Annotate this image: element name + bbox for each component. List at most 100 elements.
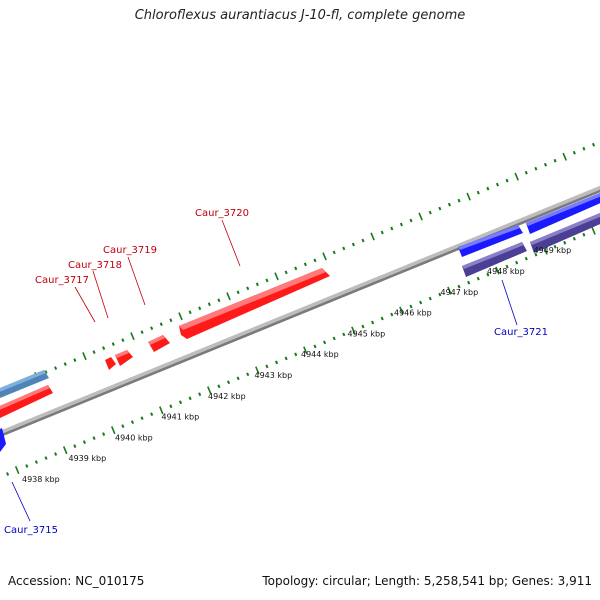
tick-mark: [111, 342, 115, 347]
tick-mark: [553, 158, 557, 163]
tick-mark: [303, 346, 308, 355]
gene-steelblue-left[interactable]: [0, 370, 49, 398]
gene-red-left[interactable]: [0, 385, 53, 418]
tick-mark: [82, 352, 87, 361]
tick-mark: [515, 260, 519, 265]
kbp-label: 4945 kbp: [348, 329, 386, 338]
tick-mark: [486, 186, 490, 191]
tick-mark: [217, 298, 221, 303]
tick-mark: [217, 384, 221, 389]
gene-caur-3715[interactable]: [0, 428, 6, 452]
gene-caur-3719[interactable]: [148, 335, 170, 352]
tick-mark: [591, 142, 596, 147]
tick-mark: [246, 286, 250, 291]
tick-mark: [110, 426, 116, 435]
tick-mark: [543, 162, 548, 167]
tick-mark: [178, 400, 183, 405]
tick-mark: [534, 252, 538, 257]
tick-mark: [159, 322, 163, 327]
tick-mark: [486, 272, 490, 277]
tick-mark: [495, 182, 500, 187]
label-leader-lines: [11, 219, 518, 522]
tick-mark: [169, 404, 173, 409]
tick-mark: [150, 326, 154, 331]
tick-mark: [466, 192, 471, 201]
kbp-label: 4942 kbp: [208, 392, 246, 401]
tick-mark: [553, 244, 557, 249]
kbp-label: 4948 kbp: [487, 267, 525, 276]
gene-caur-3718[interactable]: [115, 350, 133, 366]
tick-mark: [130, 332, 135, 341]
tick-mark: [332, 336, 336, 341]
tick-mark: [524, 256, 528, 261]
tick-mark: [351, 242, 355, 247]
tick-mark: [169, 318, 173, 323]
kbp-label: 4949 kbp: [534, 246, 572, 255]
tick-mark: [390, 226, 394, 231]
tick-mark: [92, 436, 96, 440]
tick-mark: [198, 306, 202, 311]
gene-caur-3717[interactable]: [105, 357, 116, 370]
tick-mark: [380, 230, 384, 235]
tick-mark: [34, 460, 38, 464]
tick-mark: [361, 238, 365, 243]
tick-mark: [226, 380, 231, 385]
tick-mark: [121, 424, 125, 429]
tick-mark: [514, 172, 519, 181]
tick-mark: [476, 276, 480, 281]
tick-mark: [25, 464, 29, 468]
tick-mark: [207, 386, 212, 395]
tick-mark: [524, 170, 528, 175]
tick-mark: [178, 312, 183, 321]
tick-mark: [438, 292, 442, 297]
tick-mark: [54, 366, 58, 370]
tick-mark: [92, 350, 96, 354]
tick-mark: [332, 250, 336, 255]
gene-label-caur-3721: Caur_3721: [494, 327, 548, 338]
kbp-label: 4940 kbp: [115, 433, 153, 442]
tick-mark: [447, 286, 452, 295]
tick-mark: [255, 282, 259, 287]
tick-mark: [447, 202, 451, 207]
tick-mark: [150, 412, 154, 417]
tick-mark: [130, 420, 135, 425]
tick-mark: [409, 218, 413, 223]
gene-label-caur-3715: Caur_3715: [4, 525, 58, 536]
gene-label-caur-3720: Caur_3720: [195, 208, 249, 219]
gene-label-caur-3719: Caur_3719: [103, 245, 157, 256]
tick-mark: [274, 272, 279, 281]
tick-mark: [140, 416, 144, 421]
tick-mark: [380, 316, 384, 321]
gene-caur-3721[interactable]: [462, 242, 527, 277]
kbp-labels: 4938 kbp 4939 kbp 4940 kbp 4941 kbp 4942 kbp…: [22, 246, 571, 484]
tick-mark: [342, 246, 346, 251]
kbp-label: 4944 kbp: [301, 350, 339, 359]
tick-mark: [44, 456, 48, 460]
tick-mark: [438, 206, 442, 211]
lower-tick-track: [6, 226, 596, 476]
tick-mark: [159, 406, 164, 415]
tick-mark: [323, 340, 327, 345]
tick-mark: [265, 278, 269, 283]
tick-mark: [399, 222, 403, 227]
tick-mark: [409, 304, 413, 309]
gene-blue-right-1[interactable]: [458, 225, 523, 257]
kbp-label: 4941 kbp: [162, 413, 200, 422]
accession-label: Accession: NC_010175: [8, 574, 145, 588]
gene-blue-right-2[interactable]: [526, 193, 600, 234]
tick-mark: [428, 296, 432, 301]
tick-mark: [284, 356, 288, 361]
tick-mark: [121, 338, 125, 343]
gene-purple-right-2[interactable]: [530, 213, 600, 253]
tick-mark: [476, 190, 480, 195]
tick-mark: [322, 252, 327, 261]
tick-mark: [44, 370, 48, 374]
gene-caur-3720[interactable]: [179, 268, 330, 339]
tick-mark: [246, 372, 250, 377]
tick-mark: [303, 262, 307, 267]
tick-mark: [562, 152, 567, 161]
tick-mark: [418, 212, 423, 221]
tick-mark: [563, 240, 567, 245]
tick-mark: [457, 198, 461, 203]
tick-mark: [351, 326, 356, 335]
